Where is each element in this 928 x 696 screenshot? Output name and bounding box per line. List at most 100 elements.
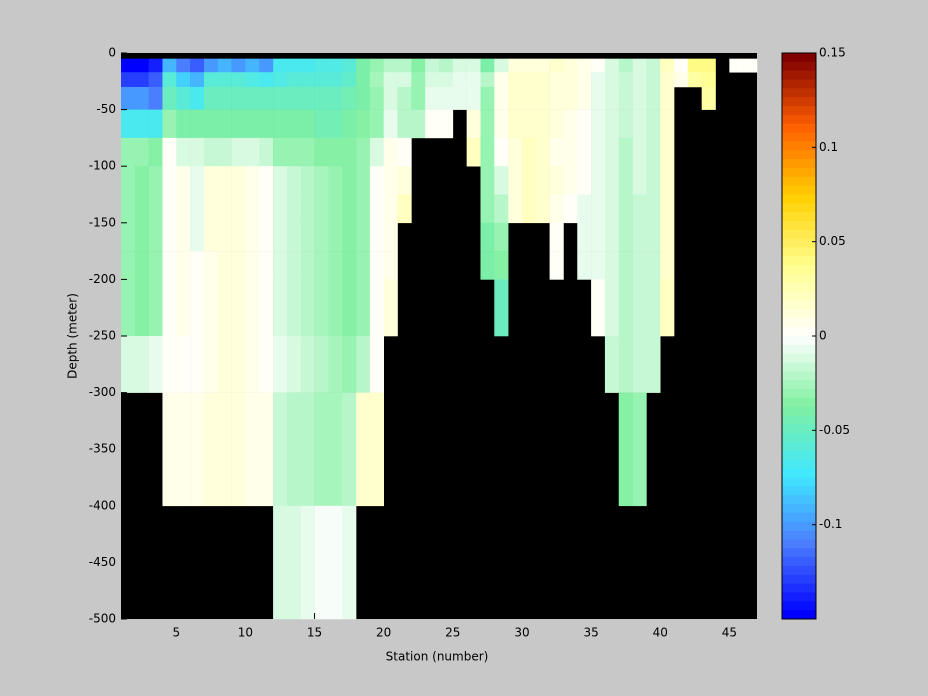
heat-cell — [314, 336, 329, 393]
heat-cell — [618, 336, 633, 393]
heat-cell — [577, 222, 592, 252]
heat-cell — [480, 137, 495, 167]
y-tick-label: -50 — [96, 102, 116, 116]
colorbar-swatch — [782, 539, 816, 549]
heat-cell — [397, 137, 412, 167]
heat-cell — [286, 58, 302, 73]
heat-cell — [591, 194, 606, 224]
heat-cell — [259, 392, 274, 507]
heat-cell — [231, 222, 246, 252]
heat-cell — [521, 166, 537, 195]
colorbar-swatch — [782, 132, 816, 142]
heat-cell — [632, 251, 647, 280]
heat-cell — [300, 222, 315, 252]
heat-cell — [383, 72, 398, 88]
heat-cell — [701, 58, 716, 73]
x-axis-label: Station (number) — [386, 650, 489, 664]
heat-cell — [259, 58, 274, 73]
heat-cell — [286, 222, 302, 252]
heat-cell — [356, 166, 371, 195]
heat-cell — [535, 109, 550, 139]
heat-cell — [203, 222, 219, 252]
heat-cell — [660, 137, 675, 167]
heat-cell — [231, 58, 246, 73]
heat-cell — [148, 194, 163, 224]
heat-cell — [314, 251, 329, 280]
colorbar-swatch — [782, 53, 816, 63]
colorbar-swatch — [782, 530, 816, 540]
colorbar-swatch — [782, 371, 816, 381]
heat-cell — [342, 72, 357, 88]
heat-cell — [521, 137, 537, 167]
heat-cell — [535, 58, 550, 73]
colorbar-swatch — [782, 203, 816, 213]
colorbar-swatch — [782, 212, 816, 222]
y-tick-label: -100 — [89, 159, 116, 173]
heat-cell — [646, 194, 661, 224]
heat-cell — [494, 109, 509, 139]
colorbar-tick-label: 0 — [819, 329, 827, 343]
heat-cell — [190, 166, 205, 195]
heat-cell — [203, 72, 219, 88]
heat-cell — [328, 58, 343, 73]
heat-cell — [356, 194, 371, 224]
colorbar-swatch — [782, 450, 816, 461]
heat-cell — [328, 279, 343, 337]
heat-cell — [563, 58, 578, 73]
colorbar-swatch — [782, 477, 816, 487]
heat-cell — [134, 336, 149, 393]
heat-cell — [217, 279, 232, 337]
heat-cell — [480, 194, 495, 224]
heat-cell — [328, 222, 343, 252]
heat-cell — [259, 137, 274, 167]
heat-cell — [604, 86, 620, 110]
heat-cell — [577, 72, 592, 88]
heat-cell — [646, 109, 661, 139]
heat-cell — [397, 72, 412, 88]
x-tick-label: 15 — [307, 626, 322, 640]
heat-cell — [245, 109, 260, 139]
colorbar-swatch — [782, 344, 816, 355]
y-tick-label: -350 — [89, 442, 116, 456]
heat-cell — [494, 194, 509, 224]
colorbar-swatch — [782, 601, 816, 611]
heat-cell — [300, 392, 315, 507]
heat-cell — [604, 251, 620, 280]
heat-cell — [134, 137, 149, 167]
heat-cell — [286, 86, 302, 110]
heat-cell — [591, 222, 606, 252]
y-tick-label: -250 — [89, 329, 116, 343]
heat-cell — [466, 86, 481, 110]
y-tick-label: -200 — [89, 272, 116, 286]
heat-cell — [134, 72, 149, 88]
heat-cell — [328, 392, 343, 507]
heat-cell — [411, 109, 426, 139]
colorbar-tick-label: -0.1 — [819, 517, 842, 531]
heat-cell — [328, 72, 343, 88]
heat-cell — [245, 222, 260, 252]
heat-cell — [176, 72, 191, 88]
heat-cell — [591, 58, 606, 73]
heat-cell — [134, 109, 149, 139]
heat-cell — [259, 222, 274, 252]
heat-cell — [439, 109, 454, 139]
x-tick-label: 20 — [376, 626, 391, 640]
heat-cell — [328, 109, 343, 139]
heat-cell — [480, 86, 495, 110]
heat-cell — [563, 109, 578, 139]
heat-cell — [494, 86, 509, 110]
heat-cell — [563, 86, 578, 110]
heat-cell — [549, 251, 564, 280]
colorbar-swatch — [782, 185, 816, 195]
heat-cell — [148, 58, 163, 73]
heat-cell — [203, 251, 219, 280]
heat-cell — [535, 194, 550, 224]
heat-cell — [618, 166, 633, 195]
heat-cell — [203, 137, 219, 167]
heat-cell — [231, 336, 246, 393]
heat-cell — [618, 109, 633, 139]
colorbar-swatch — [782, 565, 816, 576]
colorbar-swatch — [782, 282, 816, 293]
heat-cell — [521, 72, 537, 88]
heat-cell — [245, 58, 260, 73]
